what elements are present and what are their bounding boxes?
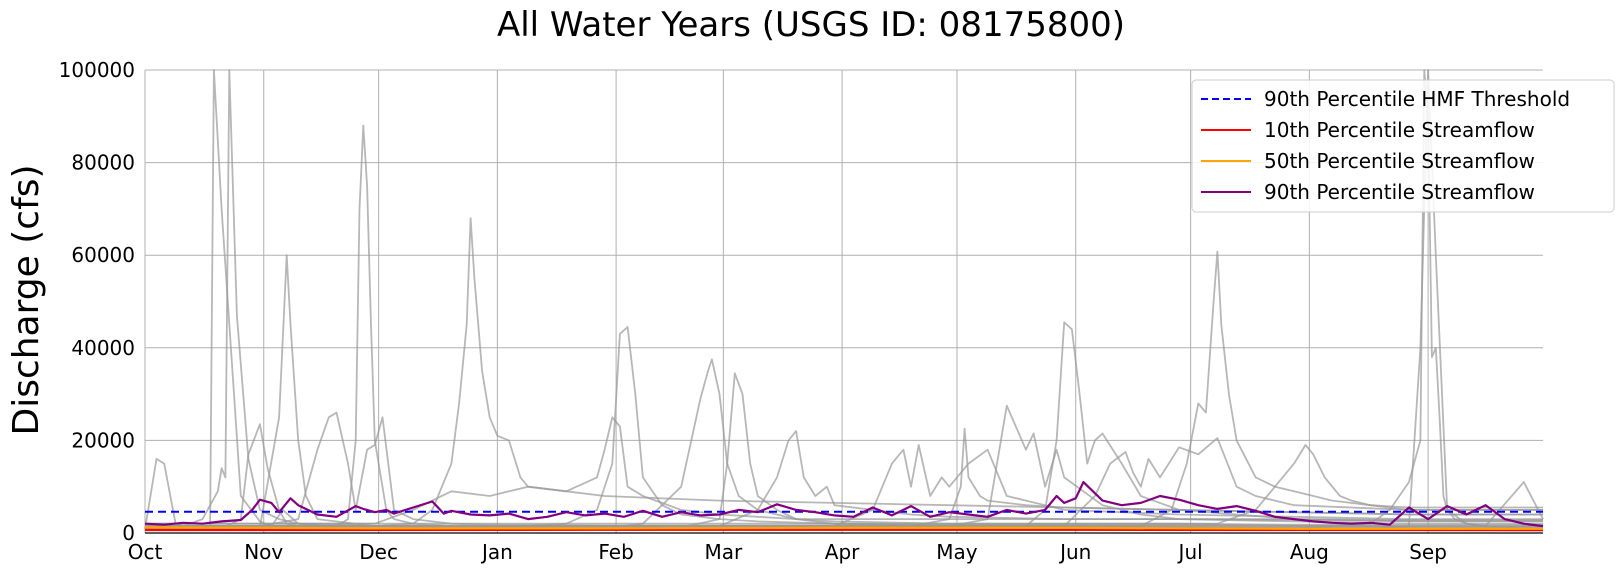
legend-label-p50: 50th Percentile Streamflow xyxy=(1264,149,1535,173)
x-tick-label: Nov xyxy=(244,540,283,564)
year-series-line xyxy=(145,217,1543,527)
y-tick-label: 100000 xyxy=(59,58,135,82)
year-series-line xyxy=(145,404,1543,527)
x-tick-label: May xyxy=(936,540,978,564)
legend-label-hmf-threshold: 90th Percentile HMF Threshold xyxy=(1264,87,1570,111)
year-series-line xyxy=(145,321,1543,527)
x-tick-label: Jul xyxy=(1177,540,1203,564)
year-series-line xyxy=(145,69,1543,531)
x-tick-label: Apr xyxy=(825,540,860,564)
y-tick-label: 20000 xyxy=(71,428,135,452)
x-tick-label: Feb xyxy=(598,540,633,564)
legend-box xyxy=(1191,79,1615,213)
year-series-line xyxy=(145,326,1543,530)
legend-label-p90: 90th Percentile Streamflow xyxy=(1264,180,1535,204)
x-axis: Oct Nov Dec Jan Feb Mar Apr May Jun Jul Aug Sep xyxy=(128,532,1543,564)
p90-streamflow-line xyxy=(144,481,1544,528)
x-tick-label: Oct xyxy=(128,540,163,564)
x-tick-label: Sep xyxy=(1409,540,1447,564)
year-series-line xyxy=(145,437,1543,527)
chart-title: All Water Years (USGS ID: 08175800) xyxy=(497,5,1125,45)
legend-label-p10: 10th Percentile Streamflow xyxy=(1264,118,1535,142)
y-tick-label: 80000 xyxy=(71,151,135,175)
year-series-line xyxy=(145,427,1543,527)
year-series-line xyxy=(145,250,1543,527)
y-tick-label: 60000 xyxy=(71,243,135,267)
year-series-line xyxy=(145,411,1543,528)
x-tick-label: Aug xyxy=(1290,540,1329,564)
p50-streamflow-line xyxy=(144,526,1543,530)
y-tick-label: 40000 xyxy=(71,336,135,360)
grid xyxy=(144,69,1543,534)
percentile-series-group xyxy=(144,481,1544,532)
x-tick-label: Jun xyxy=(1058,540,1091,564)
y-tick-label: 0 xyxy=(122,521,135,545)
x-tick-label: Dec xyxy=(359,540,398,564)
year-series-line xyxy=(145,358,1543,530)
legend: 90th Percentile HMF Threshold 10th Perce… xyxy=(1191,79,1615,213)
x-tick-label: Mar xyxy=(704,540,743,564)
year-series-line xyxy=(145,444,1543,527)
y-axis-label: Discharge (cfs) xyxy=(6,164,47,435)
y-axis: 0 20000 40000 60000 80000 100000 xyxy=(59,58,135,545)
x-tick-label: Jan xyxy=(480,540,513,564)
